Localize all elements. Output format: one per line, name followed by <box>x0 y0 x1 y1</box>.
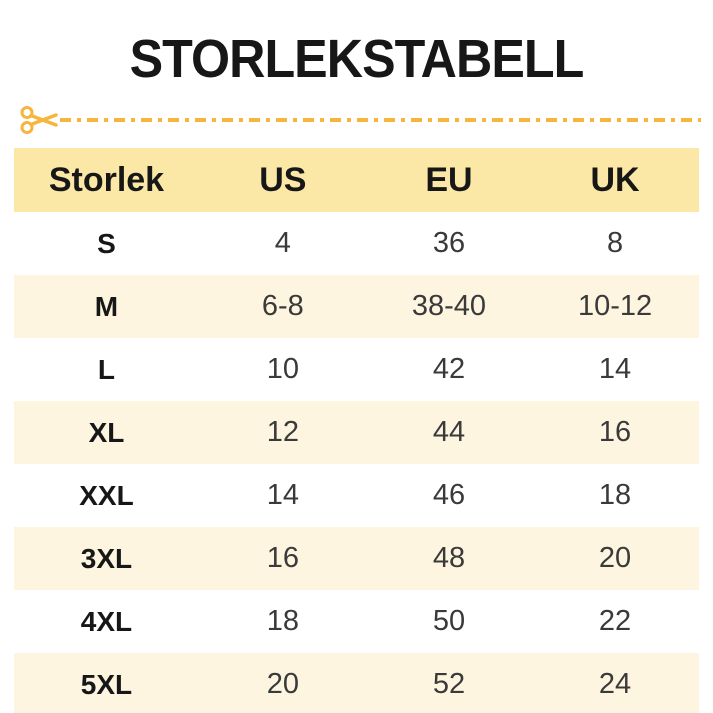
table-row: XXL 14 46 18 <box>14 464 699 527</box>
table-row: 5XL 20 52 24 <box>14 653 699 713</box>
page-title: STORLEKSTABELL <box>129 29 585 89</box>
us-value: 18 <box>266 605 299 637</box>
eu-value: 48 <box>432 542 466 574</box>
us-value: 14 <box>266 479 299 511</box>
size-label: XXL <box>79 479 134 511</box>
uk-value: 14 <box>598 353 632 385</box>
size-label: 5XL <box>80 668 133 700</box>
us-value: 10 <box>266 353 299 385</box>
scissors-icon <box>20 106 58 134</box>
header-eu: EU <box>425 161 473 199</box>
uk-value: 24 <box>598 668 632 700</box>
eu-value: 46 <box>432 479 466 511</box>
us-value: 16 <box>266 542 299 574</box>
uk-value: 22 <box>598 605 632 637</box>
us-value: 12 <box>266 416 299 448</box>
dashed-cut-line <box>60 118 701 122</box>
header-us: US <box>259 161 307 199</box>
eu-value: 52 <box>432 668 466 700</box>
us-value: 4 <box>274 227 291 259</box>
eu-value: 42 <box>432 353 466 385</box>
size-label: XL <box>88 416 125 448</box>
eu-value: 50 <box>432 605 466 637</box>
table-row: 4XL 18 50 22 <box>14 590 699 653</box>
uk-value: 8 <box>606 227 624 259</box>
table-header-row: Storlek US EU UK <box>14 148 699 212</box>
cut-line <box>0 104 713 136</box>
table-row: M 6-8 38-40 10-12 <box>14 275 699 338</box>
table-row: S 4 36 8 <box>14 212 699 275</box>
uk-value: 16 <box>598 416 632 448</box>
table-row: 3XL 16 48 20 <box>14 527 699 590</box>
table-row: XL 12 44 16 <box>14 401 699 464</box>
size-label: S <box>97 227 116 259</box>
us-value: 20 <box>266 668 299 700</box>
header-storlek: Storlek <box>48 161 165 199</box>
table-row: L 10 42 14 <box>14 338 699 401</box>
uk-value: 20 <box>598 542 632 574</box>
size-label: 3XL <box>80 542 133 574</box>
eu-value: 38-40 <box>411 290 487 322</box>
eu-value: 36 <box>432 227 466 259</box>
size-label: M <box>94 290 119 322</box>
eu-value: 44 <box>432 416 466 448</box>
uk-value: 18 <box>598 479 632 511</box>
us-value: 6-8 <box>261 290 304 322</box>
header-uk: UK <box>590 161 640 199</box>
uk-value: 10-12 <box>577 290 653 322</box>
size-label: L <box>97 353 116 385</box>
size-table: Storlek US EU UK S 4 36 8 M 6-8 38-40 10… <box>14 148 699 713</box>
size-label: 4XL <box>80 605 133 637</box>
